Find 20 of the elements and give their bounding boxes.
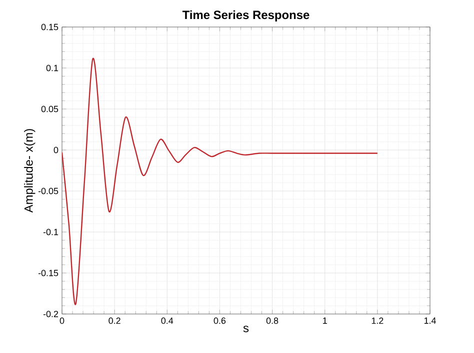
y-tick-label: -0.2	[43, 310, 58, 318]
x-tick-label: 0.2	[108, 318, 120, 324]
x-tick-label: 0.4	[161, 318, 174, 324]
x-tick-label: 0	[60, 318, 64, 324]
y-tick-label: 0.1	[46, 64, 58, 72]
y-tick-label: 0.15	[41, 24, 58, 30]
y-axis-title: Amplitude- x(m)	[24, 129, 36, 213]
x-tick-label: 0.8	[266, 318, 278, 324]
y-tick-label: -0.05	[38, 188, 58, 194]
x-tick-label: 1	[323, 318, 327, 324]
line-series	[62, 58, 378, 305]
y-tick-label: 0.05	[41, 106, 58, 112]
x-tick-label: 1.4	[424, 318, 436, 324]
x-tick-label: 1.2	[372, 318, 384, 324]
y-tick-label: 0	[54, 146, 58, 154]
y-tick-label: -0.1	[43, 228, 58, 236]
chart-title: Time Series Response	[182, 10, 310, 22]
x-axis-title: s	[243, 326, 249, 332]
y-tick-label: -0.15	[38, 270, 58, 276]
x-tick-label: 0.6	[214, 318, 226, 324]
